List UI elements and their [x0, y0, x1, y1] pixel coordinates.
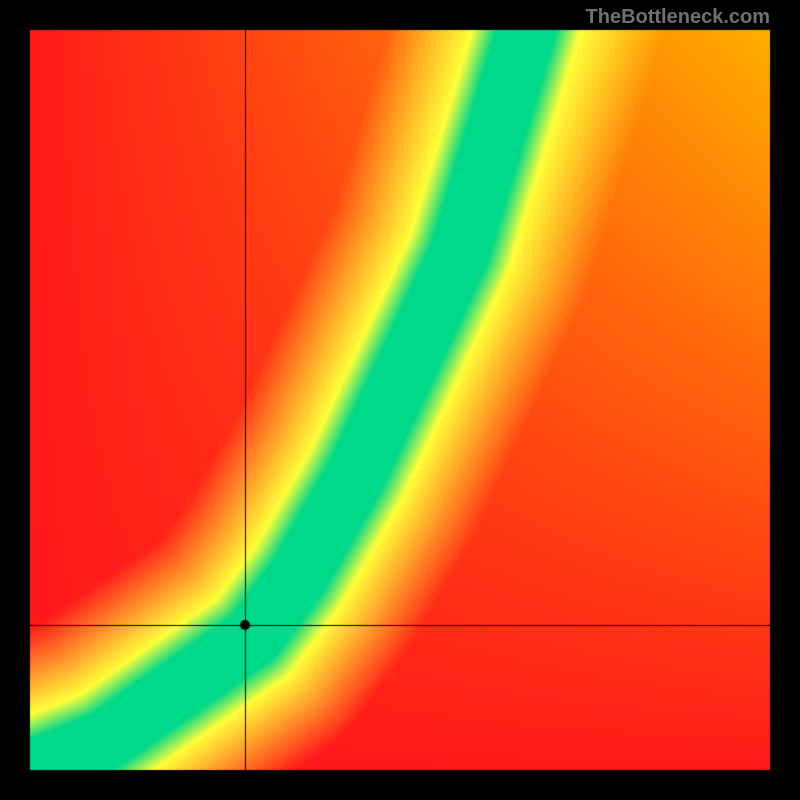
- attribution-label: TheBottleneck.com: [586, 6, 770, 29]
- chart-container: TheBottleneck.com: [0, 0, 800, 800]
- heatmap-canvas: [0, 0, 800, 800]
